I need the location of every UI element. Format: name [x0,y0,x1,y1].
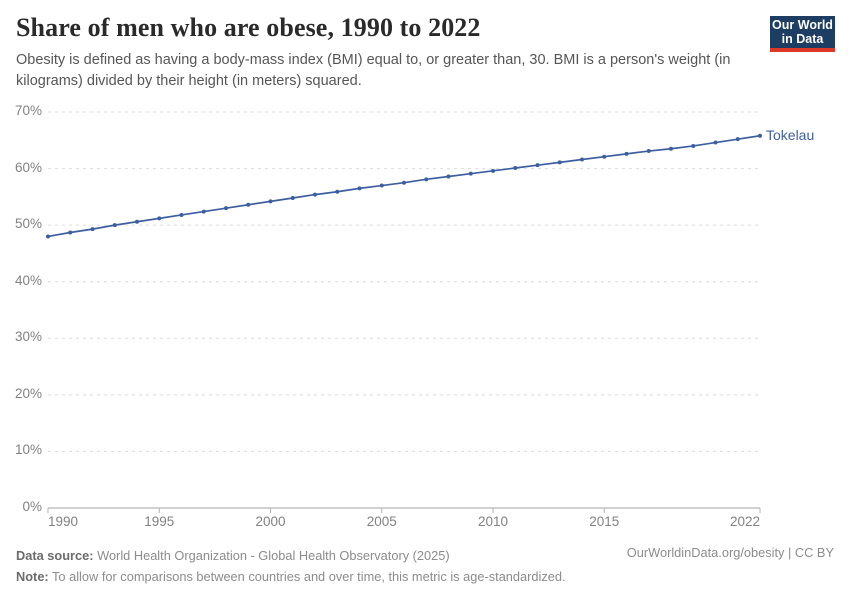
data-source-text: World Health Organization - Global Healt… [97,548,450,563]
data-source-label: Data source: [16,548,94,563]
data-source-line: Data source: World Health Organization -… [16,545,566,566]
data-point[interactable] [112,223,117,228]
data-point[interactable] [268,199,273,204]
data-point[interactable] [513,166,518,171]
data-point[interactable] [758,133,762,138]
owid-logo-text-line2: in Data [781,32,824,46]
data-point[interactable] [424,177,429,182]
credit-link[interactable]: OurWorldinData.org/obesity | CC BY [626,545,834,560]
data-point[interactable] [224,206,228,211]
data-point[interactable] [602,154,607,159]
data-point[interactable] [491,168,495,173]
data-point[interactable] [335,189,340,194]
data-point[interactable] [201,209,206,214]
data-point[interactable] [313,192,317,197]
data-point[interactable] [713,140,718,145]
data-point[interactable] [135,219,139,224]
series-label-tokelau[interactable]: Tokelau [766,126,815,143]
note-line: Note: To allow for comparisons between c… [16,566,566,587]
data-point[interactable] [446,174,451,179]
data-point[interactable] [246,202,251,207]
data-point[interactable] [379,183,384,188]
note-label: Note: [16,569,49,584]
data-point[interactable] [580,157,584,162]
data-point[interactable] [624,151,629,156]
data-point[interactable] [535,163,540,168]
data-point[interactable] [90,227,95,232]
data-point[interactable] [669,146,673,151]
note-text: To allow for comparisons between countri… [52,569,566,584]
data-point[interactable] [157,216,162,221]
chart-subtitle: Obesity is defined as having a body-mass… [16,52,731,89]
data-point[interactable] [68,230,73,235]
chart-title: Share of men who are obese, 1990 to 2022 [16,13,481,42]
data-point[interactable] [179,212,184,217]
chart-footer: Data source: World Health Organization -… [16,545,566,587]
data-point[interactable] [735,137,740,142]
owid-logo-text-line1: Our World [772,18,833,32]
data-point[interactable] [46,234,50,239]
owid-logo[interactable]: Our World in Data [770,16,835,52]
data-point[interactable] [402,180,406,185]
data-point[interactable] [357,186,362,191]
data-point[interactable] [468,171,473,176]
data-point[interactable] [646,149,651,154]
trend-line[interactable] [47,134,761,238]
data-point[interactable] [290,195,295,200]
data-point[interactable] [691,143,696,148]
data-point[interactable] [557,160,562,165]
